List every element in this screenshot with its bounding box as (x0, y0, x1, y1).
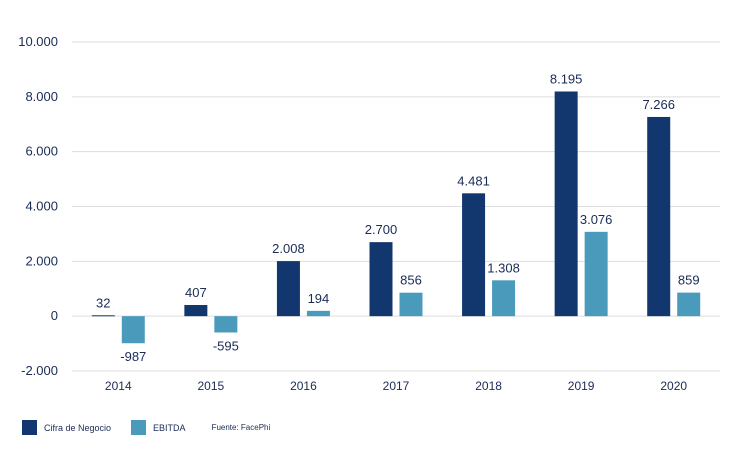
bar-cifra-2015 (184, 305, 208, 317)
data-labels: 32 -987 407 -595 2.008 194 2.700 856 4.481 1.308 8… (96, 71, 700, 364)
source-note: Fuente: FacePhi (211, 423, 271, 432)
y-tick-label: 4.000 (25, 199, 58, 214)
bar-ebitda-2015 (214, 316, 238, 333)
data-label-ebitda-2017: 856 (400, 273, 422, 288)
x-tick-label: 2016 (290, 379, 317, 393)
legend-swatch-cifra (22, 420, 37, 435)
bar-cifra-2019 (554, 91, 578, 317)
bar-cifra-2016 (276, 261, 300, 317)
data-label-ebitda-2018: 1.308 (487, 260, 520, 275)
y-axis-ticks: 10.000 8.000 6.000 4.000 2.000 0 -2.000 (18, 34, 58, 378)
data-label-ebitda-2015: -595 (213, 338, 239, 353)
data-label-cifra-2019: 8.195 (550, 71, 583, 86)
data-label-cifra-2015: 407 (185, 285, 207, 300)
y-tick-label: 6.000 (25, 144, 58, 159)
y-tick-label: -2.000 (21, 363, 58, 378)
x-axis-ticks: 2014 2015 2016 2017 2018 2019 2020 (105, 379, 687, 393)
bar-ebitda-2020 (677, 292, 701, 317)
data-label-ebitda-2014: -987 (120, 349, 146, 364)
data-label-ebitda-2016: 194 (308, 291, 330, 306)
legend-item-ebitda: EBITDA (131, 420, 186, 435)
data-label-cifra-2020: 7.266 (642, 97, 675, 112)
bar-cifra-2017 (369, 242, 393, 317)
x-tick-label: 2017 (383, 379, 410, 393)
legend: Cifra de Negocio EBITDA Fuente: FacePhi (22, 420, 270, 435)
data-label-cifra-2016: 2.008 (272, 241, 305, 256)
legend-item-cifra: Cifra de Negocio (22, 420, 111, 435)
data-label-ebitda-2020: 859 (678, 273, 700, 288)
y-tick-label: 8.000 (25, 89, 58, 104)
legend-swatch-ebitda (131, 420, 147, 435)
data-label-ebitda-2019: 3.076 (580, 212, 613, 227)
bar-ebitda-2017 (399, 292, 423, 317)
y-tick-label: 2.000 (25, 253, 58, 268)
grid-lines (72, 41, 720, 372)
x-tick-label: 2019 (568, 379, 595, 393)
bar-ebitda-2018 (492, 280, 516, 317)
bar-cifra-2014 (91, 315, 115, 317)
legend-label-cifra: Cifra de Negocio (44, 422, 112, 433)
legend-label-ebitda: EBITDA (153, 422, 186, 433)
data-label-cifra-2014: 32 (96, 295, 110, 310)
x-tick-label: 2020 (660, 379, 687, 393)
bars (91, 91, 701, 344)
bar-cifra-2020 (647, 116, 671, 317)
x-tick-label: 2015 (198, 379, 225, 393)
x-tick-label: 2018 (475, 379, 502, 393)
bar-ebitda-2019 (584, 231, 608, 317)
y-tick-label: 0 (51, 308, 58, 323)
bar-cifra-2018 (462, 193, 486, 317)
data-label-cifra-2018: 4.481 (457, 173, 490, 188)
bar-ebitda-2014 (121, 316, 145, 344)
data-label-cifra-2017: 2.700 (365, 222, 398, 237)
y-tick-label: 10.000 (18, 34, 58, 49)
x-tick-label: 2014 (105, 379, 132, 393)
bar-ebitda-2016 (306, 310, 330, 317)
